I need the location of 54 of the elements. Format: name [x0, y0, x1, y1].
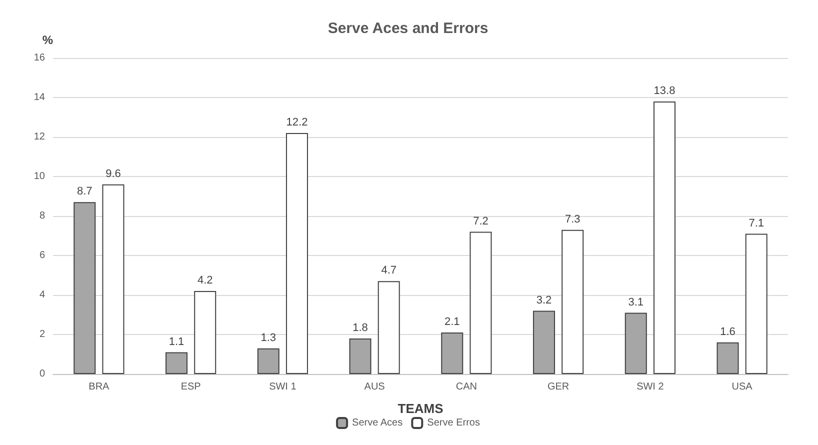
y-tick-label: 6	[39, 250, 46, 261]
y-tick-label: 16	[34, 52, 46, 64]
data-label: 3.2	[536, 294, 552, 306]
x-tick-label: GER	[547, 382, 570, 392]
legend-label: Serve Aces	[352, 418, 403, 428]
data-label: 4.2	[197, 274, 213, 287]
bar	[624, 312, 647, 374]
bar	[745, 234, 768, 374]
data-label: 9.6	[106, 168, 121, 180]
data-label: 12.2	[286, 116, 308, 129]
bar	[286, 133, 308, 374]
bar	[74, 202, 96, 374]
bar	[378, 281, 400, 374]
bar	[441, 332, 464, 374]
x-tick-label: AUS	[364, 382, 386, 392]
bar	[533, 310, 556, 374]
bar	[716, 342, 739, 374]
bar	[166, 352, 188, 374]
y-tick-label: 4	[39, 290, 46, 300]
chart-title: Serve Aces and Errors	[328, 20, 488, 37]
x-tick-label: USA	[732, 382, 753, 392]
x-tick-label: BRA	[88, 382, 110, 392]
data-label: 7.1	[748, 217, 764, 230]
x-axis-title: TEAMS	[398, 401, 444, 416]
data-label: 3.1	[628, 296, 644, 308]
x-tick-label: SWI 1	[269, 382, 297, 392]
bar	[562, 230, 584, 374]
bar	[257, 348, 280, 374]
data-label: 1.8	[352, 322, 368, 334]
data-label: 7.2	[473, 215, 488, 228]
y-tick-label: 8	[39, 210, 46, 222]
data-label: 4.7	[381, 264, 397, 277]
bar	[653, 101, 676, 374]
y-tick-label: 12	[34, 132, 46, 142]
bar	[102, 184, 124, 374]
data-label: 1.1	[168, 336, 184, 348]
y-tick-label: 2	[39, 329, 46, 340]
x-tick-label: ESP	[180, 382, 202, 392]
y-tick-label: 14	[34, 92, 46, 103]
bar	[194, 291, 216, 374]
y-axis-title: %	[42, 33, 54, 47]
bar	[470, 232, 492, 374]
y-tick-label: 10	[34, 171, 46, 182]
legend-label: Serve Erros	[427, 418, 480, 428]
data-label: 1.3	[260, 332, 276, 344]
data-label: 1.6	[720, 326, 736, 338]
x-tick-label: SWI 2	[636, 382, 664, 392]
data-label: 7.3	[564, 213, 580, 226]
data-label: 8.7	[76, 186, 92, 198]
data-label: 2.1	[444, 316, 460, 328]
y-tick-label: 0	[39, 368, 46, 380]
data-label: 13.8	[654, 84, 676, 97]
x-tick-label: CAN	[456, 382, 477, 392]
bar	[349, 338, 372, 374]
